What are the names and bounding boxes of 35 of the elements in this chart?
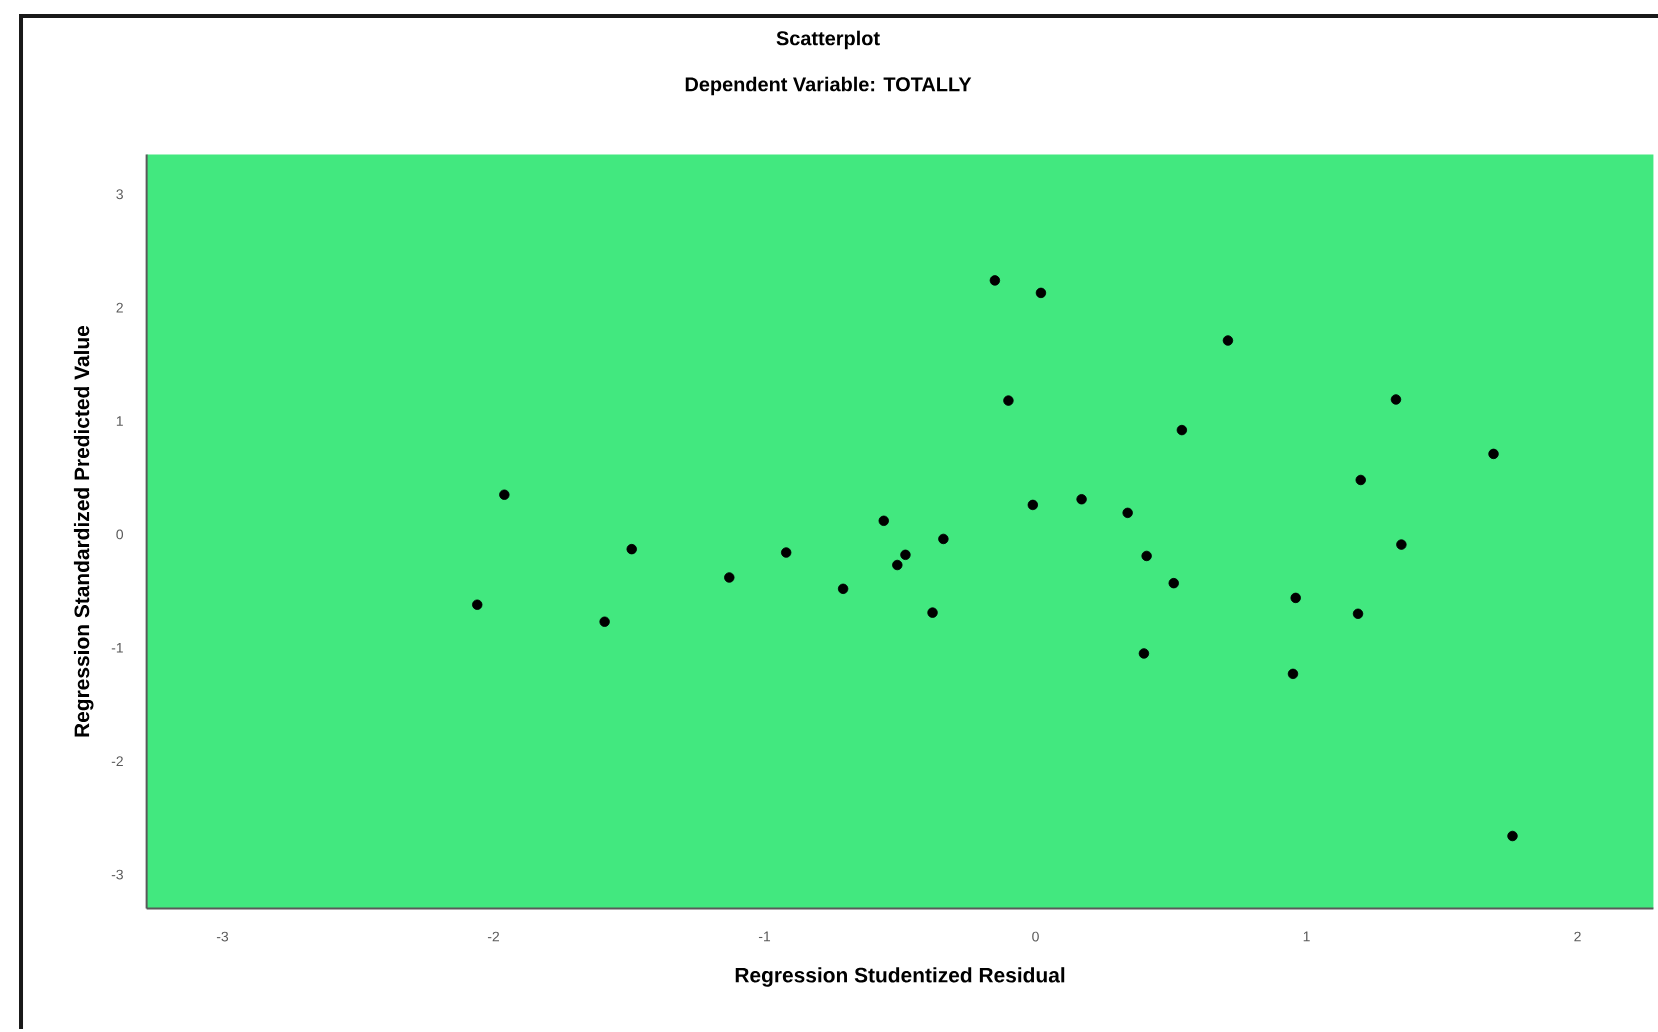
y-axis-title: Regression Standardized Predicted Value: [73, 325, 94, 737]
point: [724, 572, 735, 583]
point: [900, 549, 911, 561]
point: [472, 599, 483, 610]
point: [892, 559, 903, 571]
point: [1355, 474, 1366, 486]
point: [1035, 287, 1047, 299]
x-axis-title: Regression Studentized Residual: [735, 967, 1065, 987]
point: [1507, 830, 1518, 842]
point: [499, 489, 510, 500]
point: [1390, 394, 1402, 405]
point: [938, 533, 949, 545]
point: [1290, 592, 1301, 604]
point: [1176, 424, 1188, 436]
point: [626, 543, 637, 555]
point: [599, 616, 610, 627]
point: [1076, 494, 1087, 505]
point: [1287, 668, 1299, 680]
point: [1141, 550, 1152, 562]
point: [1222, 335, 1234, 346]
point: [989, 275, 1001, 286]
point: [1396, 539, 1407, 550]
point: [1122, 507, 1133, 519]
chart-subtitle: Dependent Variable: TOTALLY: [685, 76, 972, 96]
point: [837, 583, 849, 595]
point: [781, 547, 792, 558]
point: [1168, 577, 1179, 589]
point: [1027, 499, 1039, 511]
point: [1352, 608, 1364, 619]
point: [1138, 648, 1150, 659]
chart-title: Scatterplot: [776, 30, 880, 50]
point: [1003, 395, 1014, 406]
point: [927, 607, 938, 618]
point: [878, 515, 889, 526]
point: [1488, 448, 1499, 460]
